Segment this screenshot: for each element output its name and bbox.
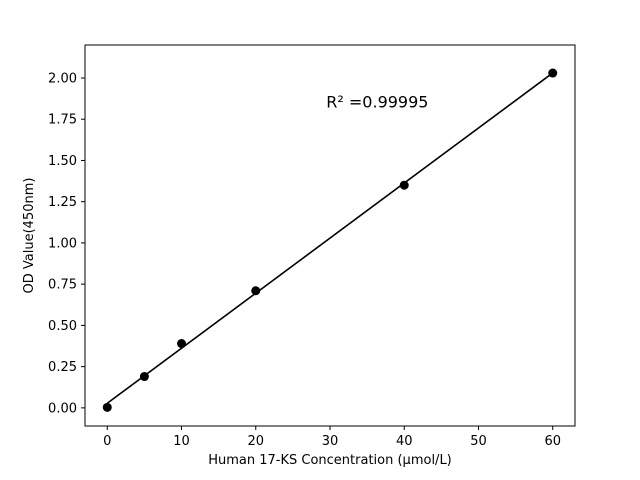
r-squared-annotation: R² =0.99995 <box>326 93 428 112</box>
y-tick-label: 1.00 <box>48 236 77 251</box>
x-tick-label: 60 <box>544 434 561 449</box>
y-tick-label: 1.25 <box>48 195 77 210</box>
y-tick-label: 1.50 <box>48 154 77 169</box>
x-tick-label: 30 <box>322 434 339 449</box>
x-tick-label: 10 <box>173 434 190 449</box>
x-tick-label: 20 <box>247 434 264 449</box>
y-axis-label: OD Value(450nm) <box>22 178 37 294</box>
plot-border <box>84 44 576 427</box>
y-tick-label: 0.25 <box>48 360 77 375</box>
x-tick-label: 50 <box>470 434 487 449</box>
data-point-marker <box>177 339 187 349</box>
data-point-marker <box>251 286 261 296</box>
y-tick-label: 0.00 <box>48 401 77 416</box>
data-point-marker <box>139 372 149 382</box>
y-tick-label: 0.50 <box>48 319 77 334</box>
data-point-marker <box>102 402 112 412</box>
data-point-marker <box>399 180 409 190</box>
y-tick-label: 0.75 <box>48 278 77 293</box>
fit-line <box>106 72 554 404</box>
data-point-marker <box>548 68 558 78</box>
x-tick-label: 0 <box>103 434 111 449</box>
x-axis-label: Human 17-KS Concentration (μmol/L) <box>208 453 452 468</box>
y-tick-label: 2.00 <box>48 71 77 86</box>
y-tick-label: 1.75 <box>48 113 77 128</box>
x-tick-label: 40 <box>396 434 413 449</box>
